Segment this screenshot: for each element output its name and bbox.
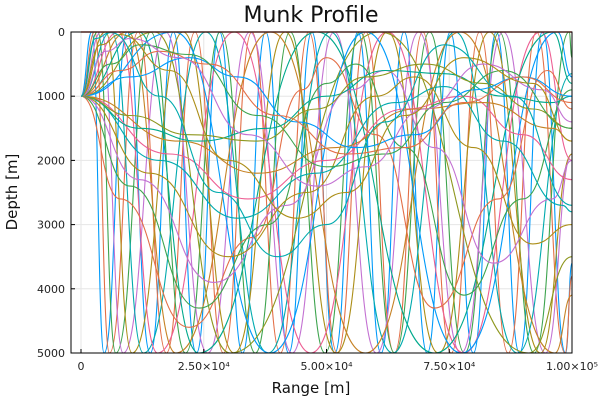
x-tick-label: 1.00×10⁵ <box>546 360 598 373</box>
ray-path-8 <box>80 32 572 353</box>
ray-path-13 <box>80 63 572 309</box>
ray-path-21 <box>80 57 572 149</box>
y-tick-label: 2000 <box>37 154 65 167</box>
ray-path-10 <box>80 32 572 353</box>
y-axis-label: Depth [m] <box>3 154 21 231</box>
ray-path-16 <box>80 86 572 219</box>
y-tick-label: 0 <box>58 26 65 39</box>
plot-frame <box>70 31 573 354</box>
ray-path-15 <box>80 76 572 258</box>
ray-path-2 <box>80 32 572 353</box>
y-tick-label: 4000 <box>37 283 65 296</box>
ray-path-18 <box>80 95 572 174</box>
ray-path-23 <box>80 44 572 168</box>
ray-path-14 <box>80 69 572 283</box>
x-tick-label: 2.50×10⁴ <box>178 360 231 373</box>
ray-path-4 <box>80 32 572 353</box>
ray-path-20 <box>80 63 572 142</box>
x-tick-label: 7.50×10⁴ <box>423 360 476 373</box>
y-tick-label: 5000 <box>37 347 65 360</box>
y-axis-ticks: 0 1000 2000 3000 4000 5000 <box>37 26 75 360</box>
chart-title: Munk Profile <box>243 3 378 28</box>
ray-path-22 <box>80 50 572 155</box>
x-axis-ticks: 0 2.50×10⁴ 5.00×10⁴ 7.50×10⁴ 1.00×10⁵ <box>78 349 598 373</box>
ray-path-11 <box>80 32 572 353</box>
ray-path-12 <box>80 57 572 328</box>
ray-path-5 <box>80 32 572 353</box>
x-tick-label: 0 <box>78 360 85 373</box>
x-axis-label: Range [m] <box>272 379 351 397</box>
y-tick-label: 3000 <box>37 219 65 232</box>
x-tick-label: 5.00×10⁴ <box>300 360 353 373</box>
ray-path-25 <box>80 34 572 219</box>
y-tick-label: 1000 <box>37 90 65 103</box>
ray-path-24 <box>80 37 572 187</box>
ray-path-7 <box>80 32 572 353</box>
